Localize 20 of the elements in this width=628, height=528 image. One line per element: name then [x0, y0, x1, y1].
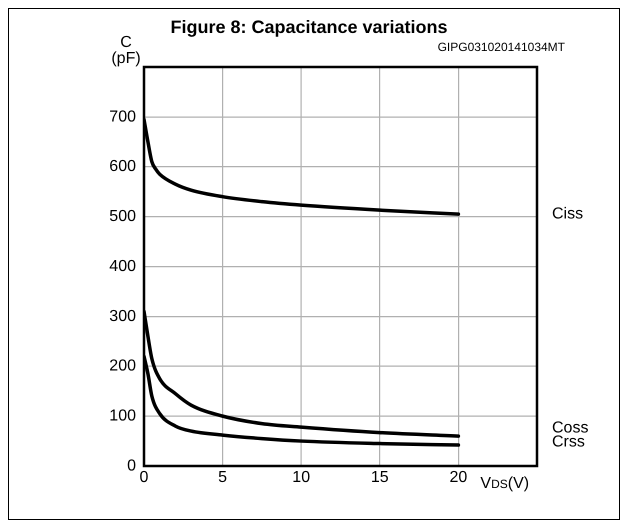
y-tick-label: 0 [127, 457, 136, 474]
y-tick-label: 100 [109, 408, 136, 425]
y-tick-label: 700 [109, 108, 136, 126]
text: Ciss [552, 206, 584, 223]
chart-title: Figure 8: Capacitance variations [170, 17, 448, 37]
x-axis-title: VDS(V) [480, 475, 530, 492]
line-series [144, 354, 460, 447]
y-tick-label: 500 [109, 208, 136, 226]
x-tick-label: 15 [370, 469, 389, 486]
x-tick-label: 0 [140, 469, 149, 486]
line-series [144, 310, 460, 438]
y-tick-label: 600 [109, 158, 136, 176]
x-tick-label: 10 [292, 469, 310, 486]
y-tick-label: 400 [109, 258, 136, 275]
line-series [144, 118, 460, 216]
x-tick-label: 20 [450, 469, 468, 486]
x-tick-label: 5 [218, 469, 228, 486]
y-tick-label: 300 [109, 308, 136, 325]
y-axis-title: C (pF) [111, 34, 141, 67]
y-tick-label: 200 [109, 358, 136, 375]
